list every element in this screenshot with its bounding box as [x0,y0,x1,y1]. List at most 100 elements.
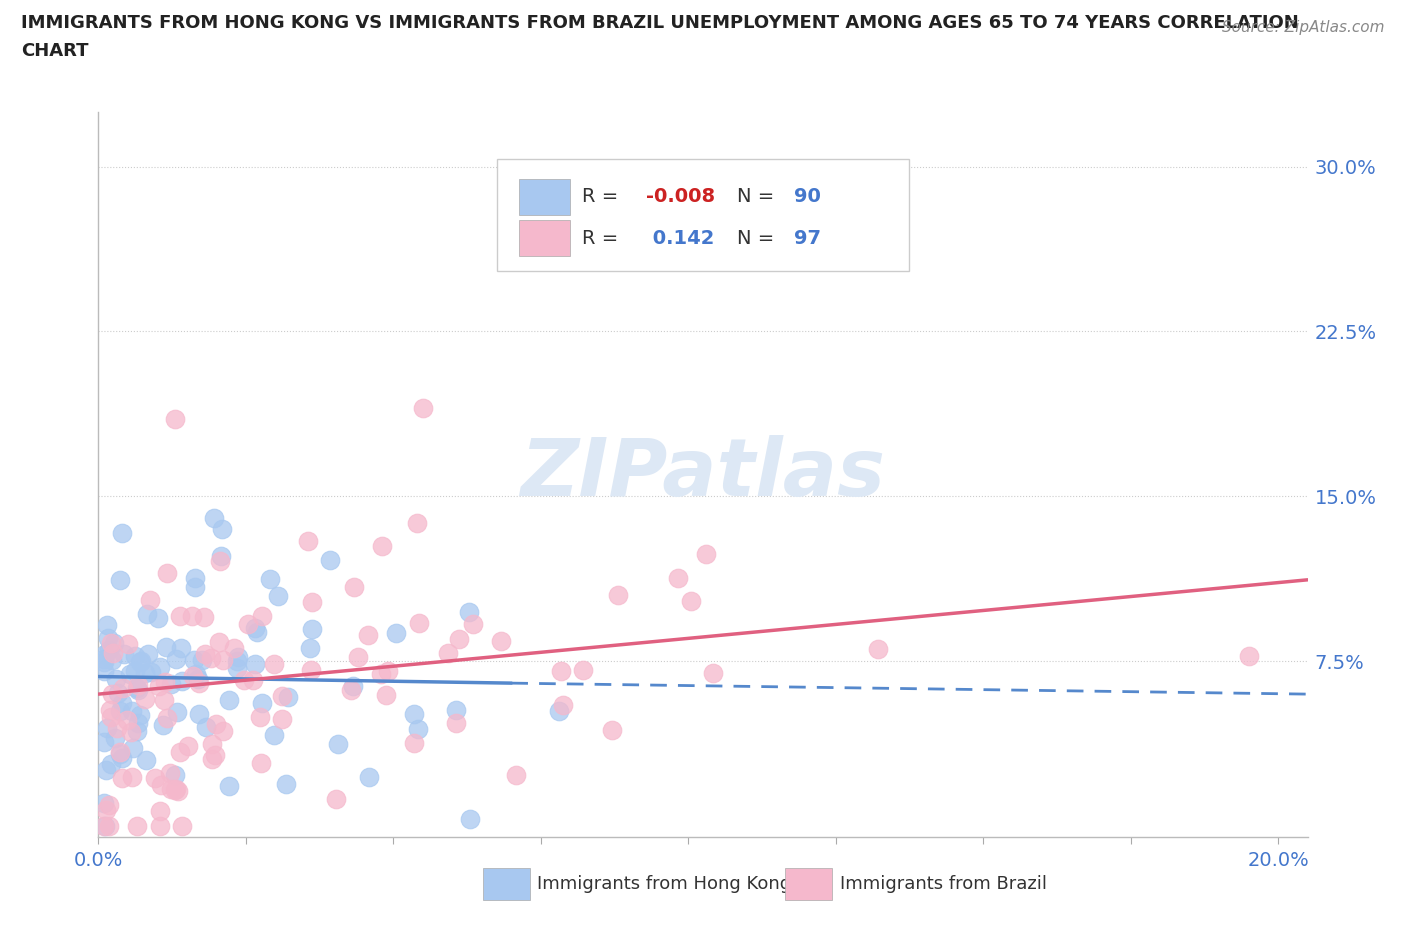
Point [602,723,624,737]
Point [170,818,193,833]
Point [103,730,125,745]
Point [461,617,484,631]
Point [125,724,148,738]
Point [121,769,143,784]
Point [205,716,228,731]
Point [404,706,426,721]
Point [177,738,200,753]
Point [96,618,118,632]
Point [211,522,233,537]
Point [359,770,381,785]
Point [97,818,120,833]
Point [209,553,232,568]
Point [135,606,157,621]
Point [153,693,176,708]
Point [271,689,294,704]
Point [201,737,224,751]
FancyBboxPatch shape [785,869,832,900]
Point [108,572,131,587]
Point [385,626,408,641]
Point [370,667,392,682]
Point [94,803,117,817]
Point [100,635,122,650]
Point [111,770,134,785]
Point [702,666,724,681]
Point [297,533,319,548]
Point [98,797,121,812]
Point [135,752,157,767]
Point [93,796,115,811]
Point [444,715,467,730]
Text: N =: N = [737,229,780,247]
Point [408,616,430,631]
Point [547,704,569,719]
Point [160,676,183,691]
Point [246,624,269,639]
Point [243,657,266,671]
Point [127,678,149,693]
Point [208,635,231,650]
Point [103,636,125,651]
Point [340,683,363,698]
Point [377,663,399,678]
Point [121,703,143,718]
Text: N =: N = [737,187,780,206]
FancyBboxPatch shape [519,179,569,215]
Text: CHART: CHART [21,42,89,60]
Point [319,553,342,568]
Point [165,782,187,797]
Point [93,818,115,833]
Point [460,811,482,826]
Point [115,712,138,727]
Text: R =: R = [582,229,624,247]
Point [250,696,273,711]
Point [170,641,193,656]
Point [124,648,146,663]
Point [458,604,481,619]
Point [201,751,224,766]
Point [270,711,292,726]
Point [194,646,217,661]
Text: Immigrants from Hong Kong: Immigrants from Hong Kong [537,875,792,893]
Point [325,791,347,806]
Point [122,740,145,755]
FancyBboxPatch shape [519,220,569,256]
Point [180,609,202,624]
Point [249,710,271,724]
Point [100,757,122,772]
Point [222,641,245,656]
Point [299,663,322,678]
Point [101,687,124,702]
Point [181,669,204,684]
Point [129,655,152,670]
Point [263,727,285,742]
FancyBboxPatch shape [498,159,908,272]
Point [94,646,117,661]
Point [326,737,349,751]
Point [406,721,429,736]
Point [148,678,170,693]
Point [274,777,297,791]
Point [93,655,115,670]
Point [191,653,214,668]
Text: 97: 97 [793,229,821,247]
Point [371,539,394,554]
Point [301,621,323,636]
Point [211,652,233,667]
Point [139,664,162,679]
Point [105,721,128,736]
Point [250,608,273,623]
Point [236,617,259,631]
Point [163,782,186,797]
Point [193,610,215,625]
Point [226,649,249,664]
Point [105,672,128,687]
Point [187,671,209,686]
Point [489,633,512,648]
Text: IMMIGRANTS FROM HONG KONG VS IMMIGRANTS FROM BRAZIL UNEMPLOYMENT AMONG AGES 65 T: IMMIGRANTS FROM HONG KONG VS IMMIGRANTS … [21,14,1299,32]
Point [374,688,396,703]
Point [117,636,139,651]
Point [143,770,166,785]
Point [172,674,194,689]
Point [98,643,121,658]
